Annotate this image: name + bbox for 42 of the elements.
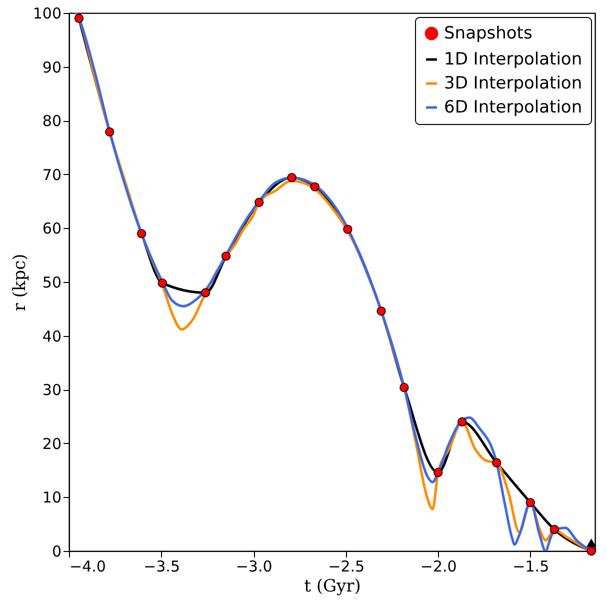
point xyxy=(376,306,386,316)
y-tick-label: 30 xyxy=(42,381,62,400)
x-tick-label: −3.0 xyxy=(236,558,272,576)
point xyxy=(254,198,264,207)
x-tick-label: −2.5 xyxy=(328,558,365,576)
legend-label: 3D Interpolation xyxy=(444,74,582,94)
point xyxy=(343,224,352,234)
y-tick-label: 10 xyxy=(42,488,62,507)
x-axis-title: t (Gyr) xyxy=(304,576,361,596)
point xyxy=(105,127,114,136)
x-tick-label: −3.5 xyxy=(144,558,180,576)
point xyxy=(586,538,596,547)
point xyxy=(458,417,467,426)
point xyxy=(158,278,167,288)
y-tick-label: 60 xyxy=(42,220,62,238)
point xyxy=(221,252,231,261)
legend-label: 1D Interpolation xyxy=(444,50,582,70)
y-axis-title: r (kpc) xyxy=(10,254,30,312)
point xyxy=(434,468,443,478)
y-tick-label: 0 xyxy=(52,542,62,560)
x-tick-label: −4.0 xyxy=(70,558,106,576)
y-tick-label: 70 xyxy=(42,166,62,184)
point xyxy=(200,288,210,298)
y-tick-label: 20 xyxy=(42,434,62,453)
point xyxy=(492,458,502,468)
y-tick-label: 100 xyxy=(32,4,62,22)
point xyxy=(74,14,84,23)
y-tick-label: 40 xyxy=(42,327,62,346)
legend-label: 6D Interpolation xyxy=(444,98,582,118)
x-tick-label: −1.5 xyxy=(512,558,550,576)
point xyxy=(586,546,596,556)
x-tick-label: −2.0 xyxy=(420,558,457,576)
y-tick-label: 50 xyxy=(42,274,62,292)
point xyxy=(136,229,146,238)
y-tick-label: 80 xyxy=(42,112,62,130)
point xyxy=(550,524,559,534)
point xyxy=(287,173,296,182)
point xyxy=(400,382,409,392)
legend-label: Snapshots xyxy=(444,24,532,44)
y-tick-label: 90 xyxy=(42,58,62,76)
point xyxy=(526,498,535,508)
point xyxy=(310,182,320,192)
